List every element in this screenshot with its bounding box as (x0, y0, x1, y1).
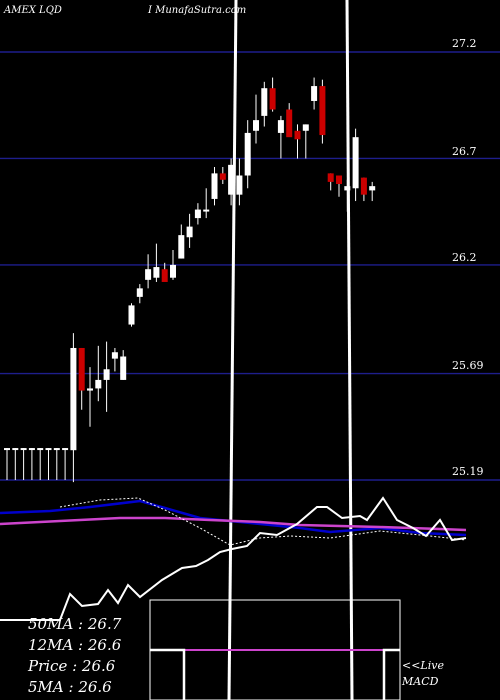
candle-body (203, 209, 210, 212)
indicator-panel (0, 496, 467, 621)
candle-body (87, 388, 93, 391)
ma5-readout: 5MA : 26.6 (28, 678, 112, 696)
y-tick-label: 25.69 (452, 359, 484, 372)
overlay-lines (227, 0, 354, 700)
candle-body (286, 109, 293, 138)
vertical-marker (227, 0, 238, 700)
candle-body (53, 448, 60, 451)
candle-body (170, 264, 176, 278)
candle-body (319, 86, 326, 136)
candle-body (37, 448, 44, 451)
candle-body (302, 124, 309, 131)
candle-body (45, 448, 52, 451)
y-tick-label: 25.19 (452, 465, 484, 478)
ma-dotted-line (59, 497, 467, 546)
candles-layer (4, 77, 376, 483)
ma-slow-line (0, 516, 467, 532)
candle-body (327, 173, 334, 182)
candle-body (70, 347, 77, 451)
macd-line (382, 648, 400, 700)
price-readout: Price : 26.6 (27, 657, 116, 675)
candle-body (219, 173, 226, 180)
site-label: I MunafaSutra.com (147, 5, 246, 16)
candle-body (360, 177, 367, 195)
ma50-readout: 50MA : 26.7 (28, 615, 122, 633)
ticker-label: AMEX LQD (3, 5, 62, 16)
candle-body (228, 164, 235, 195)
candle-body (12, 448, 19, 451)
candle-body (244, 132, 251, 176)
vertical-marker (345, 0, 354, 700)
price-line (0, 496, 467, 621)
candle-body (153, 267, 160, 278)
macd-line (150, 648, 186, 700)
candle-body (128, 305, 135, 325)
candle-body (62, 448, 69, 451)
candle-body (95, 379, 102, 389)
candle-body (352, 137, 359, 189)
candle-body (186, 226, 193, 238)
candle-body (194, 209, 201, 219)
candle-body (277, 120, 284, 133)
candle-body (269, 88, 276, 110)
y-tick-label: 26.2 (452, 251, 477, 264)
candle-body (145, 269, 152, 280)
candle-body (211, 173, 218, 199)
candle-body (294, 130, 301, 140)
candle-body (311, 86, 318, 101)
candle-body (178, 235, 185, 259)
y-tick-label: 26.7 (452, 145, 477, 158)
candle-body (111, 352, 118, 359)
y-tick-label: 27.2 (452, 37, 477, 50)
candle-body (20, 448, 27, 451)
candle-body (336, 175, 342, 185)
candle-body (253, 120, 259, 131)
candle-body (136, 288, 143, 297)
candle-body (236, 175, 243, 195)
macd-label-line1: <<Live (402, 659, 444, 672)
macd-label-line2: MACD (401, 675, 439, 688)
macd-panel (149, 599, 401, 700)
candle-body (28, 448, 35, 451)
candle-body (369, 186, 376, 191)
ma12-readout: 12MA : 26.6 (28, 636, 122, 654)
candle-body (120, 356, 127, 380)
candle-body (4, 448, 10, 451)
candle-body (103, 369, 110, 380)
candle-body (161, 269, 168, 282)
candle-body (261, 88, 268, 116)
candle-body (78, 347, 85, 391)
